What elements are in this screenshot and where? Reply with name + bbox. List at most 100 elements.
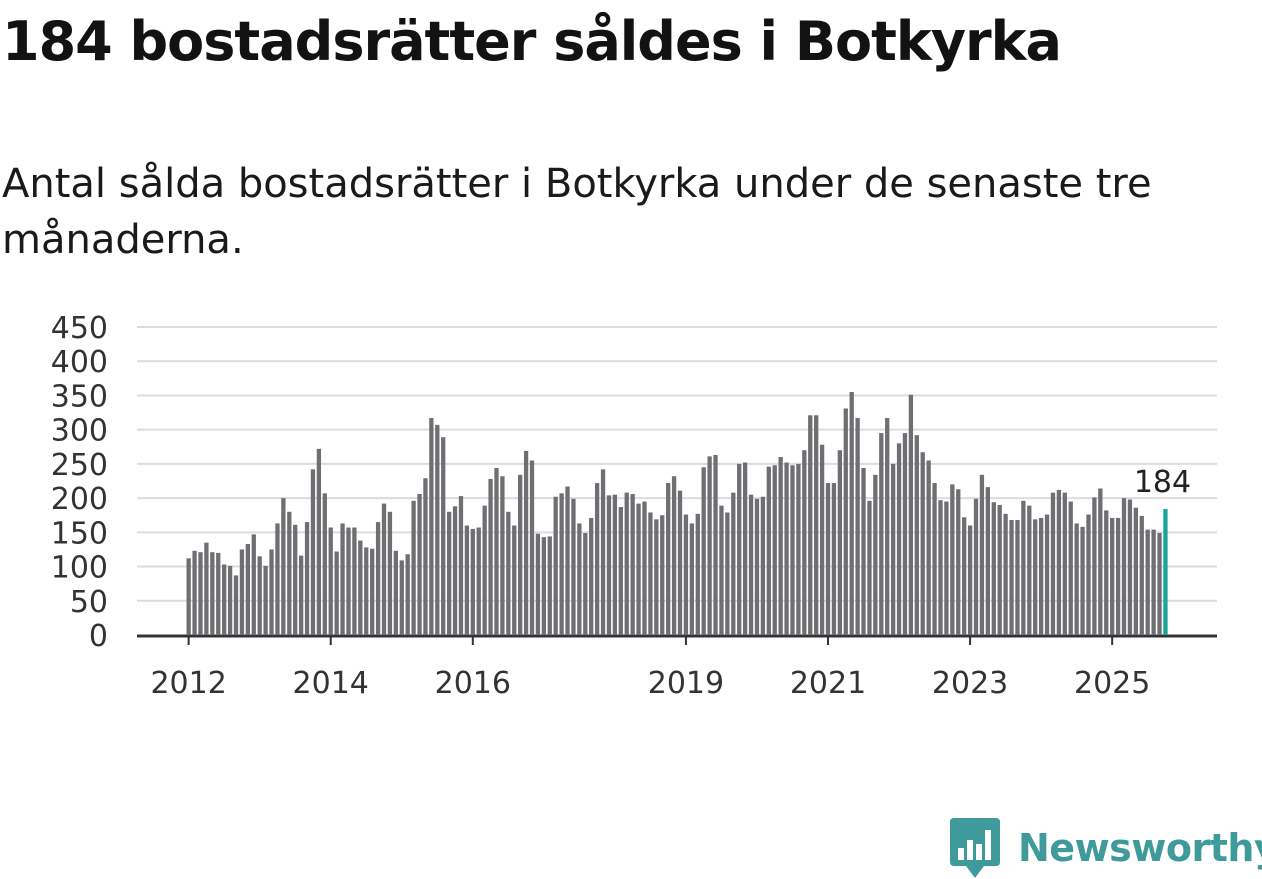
bar	[938, 500, 943, 635]
y-tick-label: 0	[89, 619, 108, 654]
bar	[778, 457, 783, 635]
bar	[310, 469, 316, 635]
bar	[257, 556, 262, 635]
bar	[784, 462, 789, 635]
bar	[358, 540, 363, 635]
bar	[340, 523, 345, 635]
bar	[790, 465, 795, 635]
bar	[346, 527, 351, 635]
y-tick-label: 350	[51, 379, 108, 414]
bar	[689, 523, 694, 635]
bar	[932, 483, 937, 635]
x-axis-ticks: 2012 2014 2016 2019 2021 2023 2025	[150, 637, 1150, 701]
bar	[950, 484, 955, 635]
bar	[535, 533, 541, 635]
bar	[417, 494, 422, 635]
bar	[920, 452, 925, 635]
x-tick-label: 2014	[293, 666, 369, 701]
bar	[849, 392, 854, 635]
bar	[1003, 513, 1008, 635]
bar	[808, 415, 813, 635]
bar	[737, 463, 742, 635]
bar	[902, 433, 908, 635]
bar	[393, 550, 398, 635]
bar	[979, 474, 985, 635]
bar	[435, 424, 440, 635]
bar	[914, 435, 919, 635]
bar	[843, 408, 848, 635]
bar	[725, 512, 730, 635]
bar	[364, 547, 369, 635]
bar	[1139, 515, 1144, 635]
bar	[831, 483, 837, 635]
bar	[375, 522, 381, 635]
bar	[926, 460, 931, 635]
bar	[571, 498, 576, 635]
bar	[411, 500, 416, 635]
bar	[198, 552, 203, 635]
bar	[707, 456, 712, 635]
bar	[719, 505, 724, 635]
bar	[506, 511, 511, 635]
bar	[612, 494, 618, 635]
bar	[796, 463, 801, 635]
bar	[263, 565, 268, 635]
bar	[529, 460, 535, 635]
bar	[1104, 510, 1109, 635]
bar	[855, 418, 860, 635]
bar	[1056, 489, 1062, 635]
bar	[293, 524, 298, 635]
bar	[600, 469, 606, 635]
bar	[399, 560, 404, 635]
bar	[429, 418, 434, 635]
bar	[967, 525, 973, 635]
bar	[991, 502, 996, 635]
last-value-label: 184	[1134, 465, 1191, 500]
bar	[1133, 507, 1138, 635]
chart-subtitle: Antal sålda bostadsrätter i Botkyrka und…	[2, 161, 1152, 263]
bar	[482, 505, 487, 635]
bar	[470, 528, 475, 635]
bar	[879, 433, 884, 635]
bar	[512, 525, 517, 635]
bar	[660, 515, 665, 635]
bar	[458, 496, 464, 635]
bar	[192, 550, 197, 635]
bar	[618, 507, 623, 635]
bar	[227, 565, 233, 635]
x-tick-label: 2019	[648, 666, 724, 701]
bar	[316, 448, 322, 635]
bar	[1080, 526, 1085, 635]
bar	[1044, 514, 1050, 635]
bar	[1009, 520, 1014, 635]
bar	[671, 476, 677, 635]
bar	[713, 454, 718, 635]
bar	[210, 552, 215, 635]
bar	[577, 523, 582, 635]
bar	[962, 517, 967, 635]
bar	[772, 465, 777, 635]
bar	[464, 525, 470, 635]
bar	[890, 463, 896, 635]
bar	[985, 487, 990, 635]
bar	[1021, 500, 1026, 635]
bar	[589, 517, 594, 635]
bar	[583, 533, 588, 635]
bar	[452, 506, 458, 635]
bar	[802, 450, 807, 635]
bar	[494, 468, 499, 635]
bar	[269, 549, 274, 635]
bar	[1121, 498, 1127, 635]
bar	[861, 468, 866, 635]
bar	[748, 494, 754, 635]
x-tick-label: 2025	[1074, 666, 1150, 701]
bar	[216, 552, 221, 635]
bar	[245, 543, 250, 635]
bar	[873, 474, 878, 635]
bar	[825, 483, 831, 635]
y-tick-label: 150	[51, 516, 108, 551]
x-tick-label: 2023	[932, 666, 1008, 701]
bar	[814, 415, 819, 635]
bar	[381, 503, 387, 635]
